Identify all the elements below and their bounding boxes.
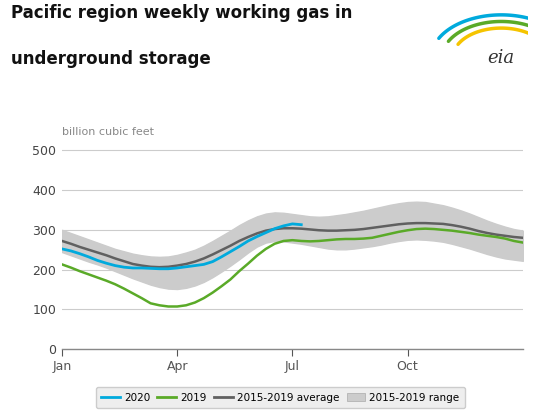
Legend: 2020, 2019, 2015-2019 average, 2015-2019 range: 2020, 2019, 2015-2019 average, 2015-2019… (96, 387, 465, 408)
Text: eia: eia (488, 49, 515, 67)
Text: underground storage: underground storage (11, 50, 211, 68)
Text: Pacific region weekly working gas in: Pacific region weekly working gas in (11, 4, 352, 22)
Text: billion cubic feet: billion cubic feet (62, 127, 154, 137)
